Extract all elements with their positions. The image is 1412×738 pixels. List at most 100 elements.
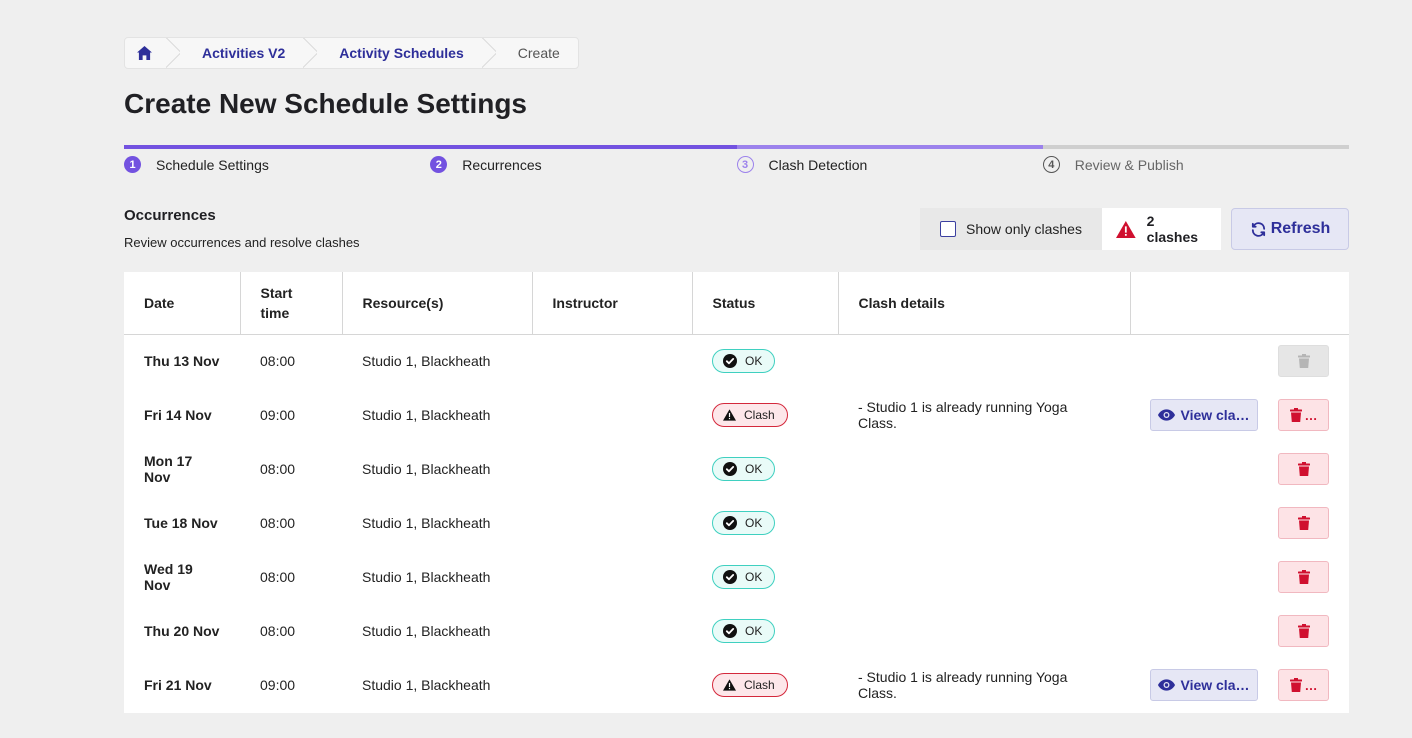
breadcrumb-link[interactable]: Activities V2: [202, 45, 286, 61]
cell-actions: [1130, 604, 1349, 658]
trash-icon: [1297, 354, 1310, 369]
step-review-publish[interactable]: 4 Review & Publish: [1042, 145, 1349, 173]
step-number: 4: [1042, 156, 1060, 173]
column-header-instructor[interactable]: Instructor: [532, 272, 693, 335]
breadcrumb-separator: [303, 38, 317, 68]
table-row: Fri 14 Nov 09:00 Studio 1, Blackheath Clash…: [124, 388, 1349, 442]
show-only-clashes-toggle[interactable]: Show only clashes: [920, 208, 1102, 250]
cell-status: OK: [692, 442, 838, 496]
cell-start-time: 08:00: [260, 623, 296, 639]
step-label: Schedule Settings: [156, 156, 269, 173]
cell-clash-details: - Studio 1 is already running Yoga Class…: [858, 669, 1068, 701]
delete-occurrence-button[interactable]: [1278, 615, 1329, 647]
clash-count-badge: 2 clashes: [1102, 208, 1221, 250]
step-clash-detection[interactable]: 3 Clash Detection: [736, 145, 1043, 173]
cell-instructor: [532, 334, 692, 388]
breadcrumb-item-activities[interactable]: Activities V2: [180, 38, 303, 68]
cell-clash-details: [838, 442, 1130, 496]
refresh-button[interactable]: Refresh: [1231, 208, 1349, 250]
trash-icon: [1289, 678, 1302, 692]
column-header-date[interactable]: Date: [124, 272, 241, 335]
status-badge: OK: [712, 349, 776, 374]
step-progress-bar: [736, 145, 1043, 149]
cell-status: OK: [692, 550, 838, 604]
breadcrumb-item-schedules[interactable]: Activity Schedules: [317, 38, 482, 68]
cell-status: Clash: [692, 658, 838, 712]
cell-status: Clash: [692, 388, 838, 442]
column-header-actions: [1130, 272, 1349, 335]
delete-occurrence-button[interactable]: …: [1278, 399, 1329, 431]
status-label: OK: [745, 354, 763, 369]
column-header-resources[interactable]: Resource(s): [342, 272, 533, 335]
breadcrumb: Activities V2 Activity Schedules Create: [124, 37, 579, 69]
cell-clash-details: [838, 550, 1130, 604]
view-clash-label: View cla…: [1180, 677, 1250, 693]
table-row: Mon 17 Nov 08:00 Studio 1, Blackheath OK: [124, 442, 1349, 496]
step-progress-bar: [124, 145, 431, 149]
cell-clash-details: [838, 496, 1130, 550]
delete-occurrence-button: [1278, 345, 1329, 378]
breadcrumb-current: Create: [517, 45, 560, 61]
refresh-icon: [1251, 221, 1265, 237]
cell-start-time: 09:00: [260, 677, 296, 693]
check-circle-icon: [723, 624, 737, 638]
occurrence-toolbar: Show only clashes 2 clashes Refresh: [920, 208, 1349, 250]
row-actions: [1130, 507, 1349, 539]
column-header-status[interactable]: Status: [692, 272, 839, 335]
cell-instructor: [532, 442, 692, 496]
trash-icon: [1297, 624, 1310, 638]
cell-start-time: 08:00: [260, 569, 296, 585]
table-row: Tue 18 Nov 08:00 Studio 1, Blackheath OK: [124, 496, 1349, 550]
column-header-start-time[interactable]: Start time: [240, 272, 343, 335]
row-actions: [1130, 561, 1349, 593]
cell-date: Mon 17 Nov: [144, 453, 193, 485]
cell-status: OK: [692, 604, 838, 658]
status-label: Clash: [744, 678, 775, 692]
cell-instructor: [532, 388, 692, 442]
row-actions: View cla… …: [1130, 399, 1349, 431]
breadcrumb-item-current: Create: [496, 38, 578, 68]
breadcrumb-separator: [482, 38, 496, 68]
column-header-clash-details[interactable]: Clash details: [838, 272, 1131, 335]
check-circle-icon: [723, 570, 737, 584]
check-circle-icon: [723, 462, 737, 476]
row-actions: [1130, 453, 1349, 485]
status-badge: OK: [712, 619, 776, 643]
cell-status: OK: [692, 496, 838, 550]
show-only-clashes-checkbox[interactable]: [940, 221, 956, 237]
cell-date: Thu 20 Nov: [144, 623, 220, 639]
cell-date: Tue 18 Nov: [144, 515, 218, 531]
cell-instructor: [532, 550, 692, 604]
breadcrumb-separator: [166, 38, 180, 68]
delete-occurrence-button[interactable]: [1278, 453, 1329, 485]
delete-more-label: …: [1304, 677, 1318, 693]
view-clash-button[interactable]: View cla…: [1150, 669, 1258, 701]
step-number: 2: [430, 156, 448, 173]
cell-date: Fri 14 Nov: [144, 407, 212, 423]
cell-actions: [1130, 334, 1349, 388]
breadcrumb-home[interactable]: [125, 38, 166, 68]
cell-resource: Studio 1, Blackheath: [362, 569, 491, 585]
status-label: Clash: [744, 408, 775, 422]
cell-instructor: [532, 658, 692, 712]
status-badge: OK: [712, 511, 776, 535]
step-progress-bar: [1042, 145, 1349, 149]
cell-resource: Studio 1, Blackheath: [362, 677, 491, 693]
breadcrumb-link[interactable]: Activity Schedules: [339, 45, 464, 61]
table-row: Wed 19 Nov 08:00 Studio 1, Blackheath OK: [124, 550, 1349, 604]
delete-occurrence-button[interactable]: [1278, 561, 1329, 593]
delete-occurrence-button[interactable]: …: [1278, 669, 1329, 701]
step-recurrences[interactable]: 2 Recurrences: [430, 145, 737, 173]
cell-date: Thu 13 Nov: [144, 353, 220, 370]
trash-icon: [1289, 408, 1302, 422]
view-clash-button[interactable]: View cla…: [1150, 399, 1258, 431]
check-circle-icon: [723, 354, 737, 369]
step-number: 1: [124, 156, 141, 173]
table-header-row: Date Start time Resource(s) Instructor S…: [124, 272, 1349, 335]
step-schedule-settings[interactable]: 1 Schedule Settings: [124, 145, 431, 173]
cell-resource: Studio 1, Blackheath: [362, 515, 491, 531]
warning-icon: [1116, 220, 1136, 238]
cell-actions: [1130, 550, 1349, 604]
eye-icon: [1158, 679, 1176, 691]
delete-occurrence-button[interactable]: [1278, 507, 1329, 539]
